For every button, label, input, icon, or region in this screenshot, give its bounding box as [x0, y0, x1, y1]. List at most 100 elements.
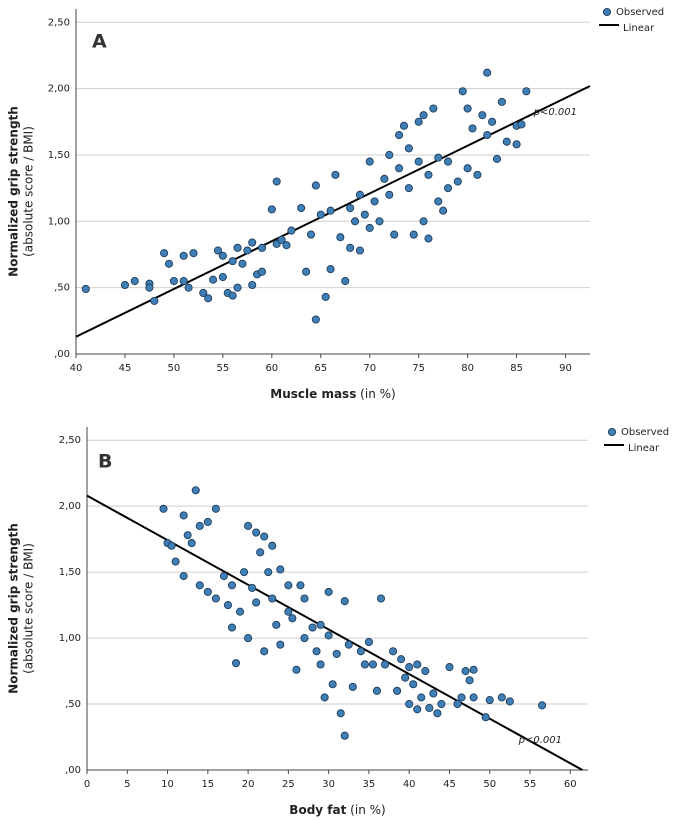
data-point [302, 267, 311, 276]
data-point [171, 557, 180, 566]
data-point [439, 206, 448, 215]
data-point [169, 276, 178, 286]
data-point [228, 291, 237, 300]
y-tick-label: ,00 [65, 765, 81, 776]
data-point [227, 623, 237, 632]
y-axis-subtitle: (absolute score / BMI) [22, 543, 36, 674]
data-point [437, 699, 446, 709]
annotation: p<0.001 [533, 107, 577, 118]
data-point [324, 587, 333, 596]
data-point [231, 659, 241, 668]
data-point [424, 170, 433, 179]
data-point [227, 581, 237, 590]
data-point [413, 705, 422, 714]
data-point [512, 140, 521, 149]
data-point [282, 241, 291, 250]
x-axis-title-main: Muscle mass [270, 387, 356, 401]
data-point [306, 230, 316, 239]
data-point [211, 594, 220, 603]
data-point [405, 699, 414, 709]
data-point [260, 647, 269, 656]
annotation: p<0.001 [518, 735, 562, 746]
data-point [443, 184, 453, 193]
data-point [401, 673, 410, 682]
data-point [385, 150, 394, 160]
x-tick-label: 50 [483, 779, 496, 790]
data-point [179, 251, 188, 260]
data-point [336, 233, 345, 242]
data-point [199, 288, 208, 298]
legend-label: Observed [621, 427, 669, 438]
data-point [316, 210, 325, 219]
x-tick-label: 30 [322, 779, 335, 790]
data-point [211, 504, 220, 513]
x-tick-label: 60 [265, 363, 278, 374]
data-point [453, 177, 462, 186]
data-point [360, 660, 369, 669]
data-point [368, 660, 377, 669]
x-tick-label: 55 [216, 363, 229, 374]
data-point [483, 68, 492, 77]
legend-marker [607, 427, 617, 437]
data-point [340, 597, 349, 606]
data-point [267, 205, 276, 214]
x-tick-label: 0 [84, 779, 90, 790]
data-point [473, 170, 482, 179]
y-tick-label: ,50 [65, 699, 81, 710]
data-point [203, 517, 212, 527]
data-point [328, 680, 337, 689]
data-point [233, 243, 242, 252]
panel-letter: B [98, 451, 112, 473]
data-point [81, 284, 90, 294]
data-point [346, 203, 355, 213]
x-tick-label: 40 [70, 363, 83, 374]
data-point [538, 701, 547, 710]
data-point [376, 594, 386, 603]
data-point [365, 157, 374, 166]
x-axis-title-main: Body fat [289, 803, 346, 817]
x-tick-label: 45 [119, 363, 132, 374]
data-point [457, 693, 466, 702]
data-point [284, 607, 293, 616]
data-point [164, 259, 174, 268]
data-point [130, 276, 139, 286]
data-point [195, 581, 204, 590]
y-tick-label: ,50 [54, 283, 70, 294]
data-point [179, 276, 188, 286]
data-point [497, 693, 506, 702]
data-point [445, 663, 454, 672]
data-point [365, 223, 374, 232]
data-point [203, 587, 212, 596]
data-point [244, 634, 253, 643]
data-point [316, 660, 325, 669]
data-point [287, 226, 296, 235]
data-point [434, 153, 443, 162]
data-point [413, 660, 422, 669]
data-point [380, 174, 389, 183]
data-point [505, 697, 514, 706]
data-point [488, 117, 497, 126]
data-point [421, 667, 430, 676]
legend-label: Linear [623, 23, 655, 34]
data-point [393, 686, 402, 695]
y-tick-label: 1,00 [59, 633, 81, 644]
data-point [248, 238, 257, 247]
data-point [502, 137, 511, 146]
data-point [218, 251, 227, 260]
data-point [191, 486, 200, 495]
data-point [120, 280, 130, 290]
x-tick-label: 85 [510, 363, 523, 374]
data-point [356, 647, 365, 656]
data-point [355, 190, 364, 199]
data-point [297, 203, 306, 213]
data-point [228, 257, 237, 266]
data-point [272, 620, 281, 629]
data-point [465, 676, 474, 685]
data-point [340, 731, 349, 740]
data-point [395, 164, 404, 173]
data-point [268, 541, 277, 550]
data-point [272, 177, 281, 186]
data-point [434, 197, 443, 206]
data-point [348, 682, 357, 691]
